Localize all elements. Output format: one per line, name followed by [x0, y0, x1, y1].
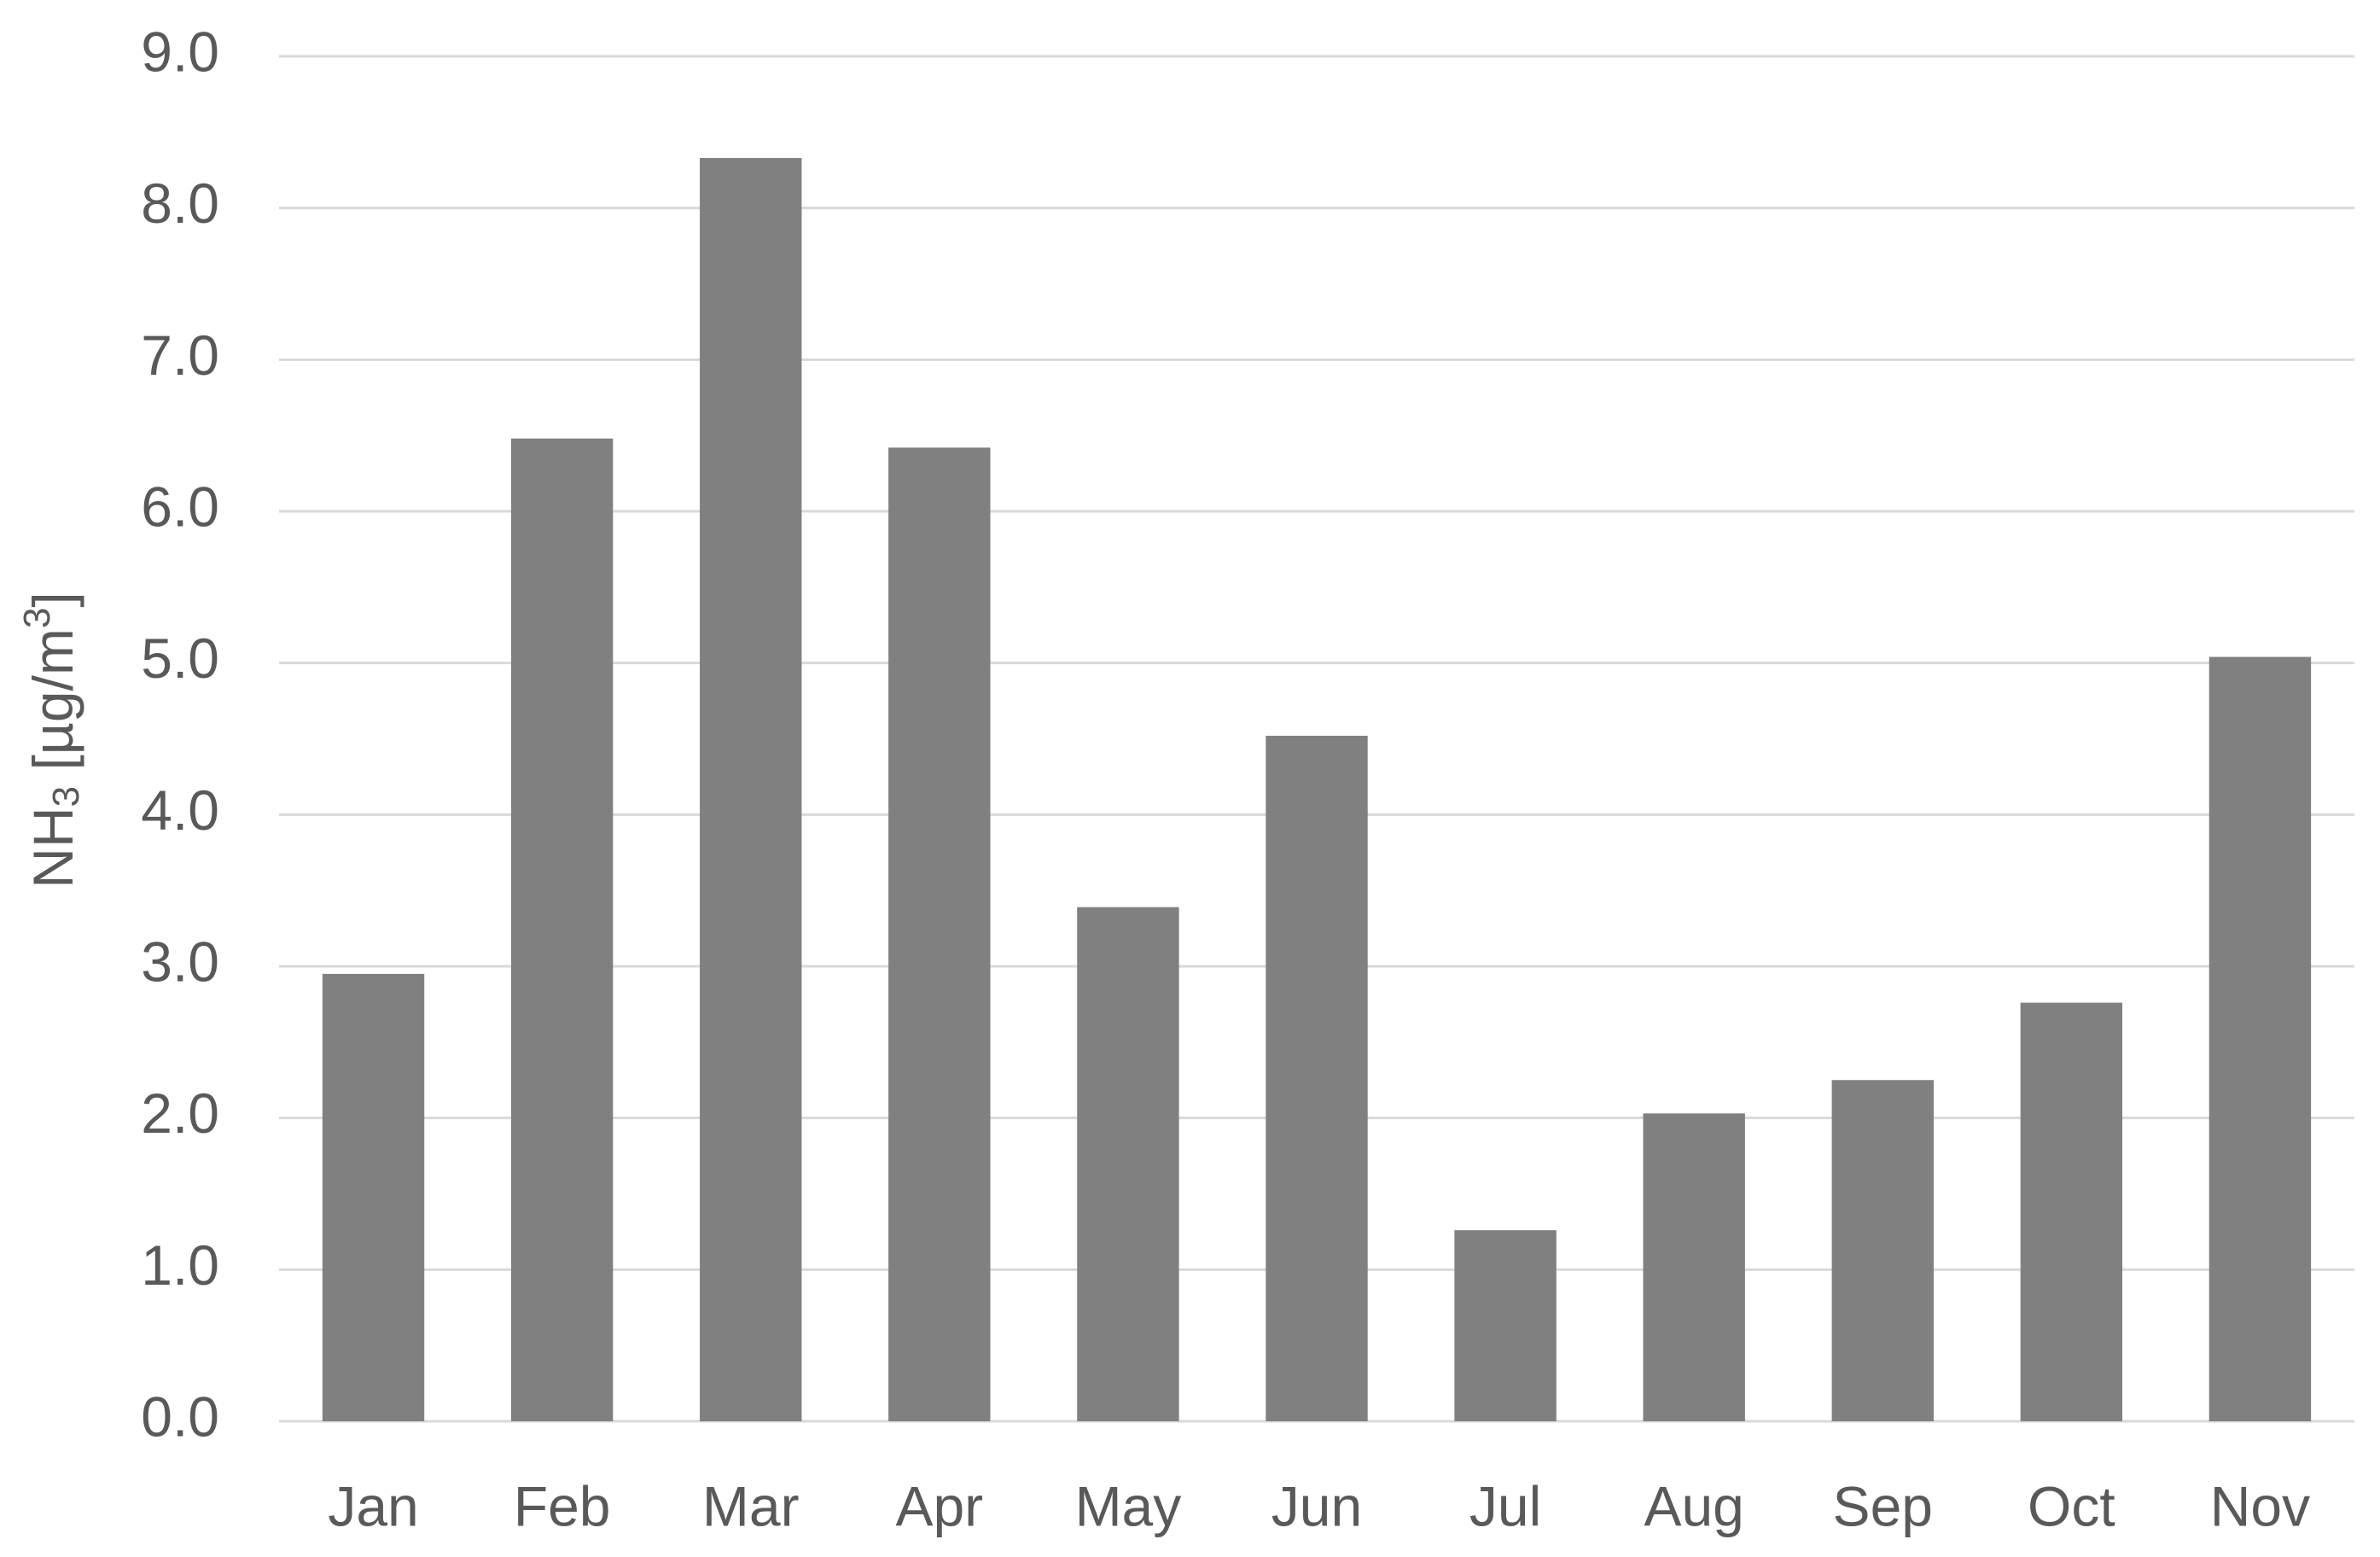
x-tick-label: Mar: [702, 1474, 800, 1537]
bar: [888, 447, 991, 1421]
y-label-sub: 3: [45, 786, 87, 807]
x-tick-label: Jul: [1469, 1474, 1541, 1537]
y-tick-label: 4.0: [141, 778, 219, 842]
x-tick-label: Apr: [895, 1474, 983, 1537]
x-tick-label: Jun: [1271, 1474, 1362, 1537]
y-tick-label: 5.0: [141, 627, 219, 690]
y-label-part: ]: [21, 592, 84, 607]
x-tick-label: Aug: [1644, 1474, 1743, 1537]
y-tick-label: 3.0: [141, 930, 219, 993]
x-tick-label: May: [1075, 1474, 1182, 1537]
x-tick-label: Feb: [514, 1474, 611, 1537]
y-tick-label: 2.0: [141, 1082, 219, 1145]
y-tick-label: 0.0: [141, 1385, 219, 1448]
y-label-part: NH: [21, 807, 84, 888]
y-tick-label: 6.0: [141, 475, 219, 538]
y-tick-label: 9.0: [141, 20, 219, 83]
y-tick-label: 8.0: [141, 172, 219, 235]
y-tick-label: 7.0: [141, 324, 219, 387]
bar: [1077, 907, 1179, 1421]
y-tick-label: 1.0: [141, 1233, 219, 1297]
x-tick-label: Nov: [2210, 1474, 2310, 1537]
bar: [1643, 1113, 1745, 1421]
bar: [700, 158, 802, 1422]
bar: [2208, 656, 2312, 1421]
y-label-sup: 3: [16, 608, 58, 628]
y-label-part: [µg/m: [21, 628, 84, 786]
x-tick-label: Jan: [328, 1474, 418, 1537]
x-tick-label: Oct: [2028, 1474, 2115, 1537]
bar: [1831, 1080, 1934, 1421]
bar: [1454, 1230, 1557, 1421]
bar: [510, 438, 614, 1421]
bar: [2020, 1002, 2123, 1421]
bar: [1266, 735, 1368, 1421]
bar: [322, 973, 425, 1421]
x-tick-label: Sep: [1833, 1474, 1933, 1537]
y-axis-label: NH3 [µg/m3]: [16, 592, 87, 888]
